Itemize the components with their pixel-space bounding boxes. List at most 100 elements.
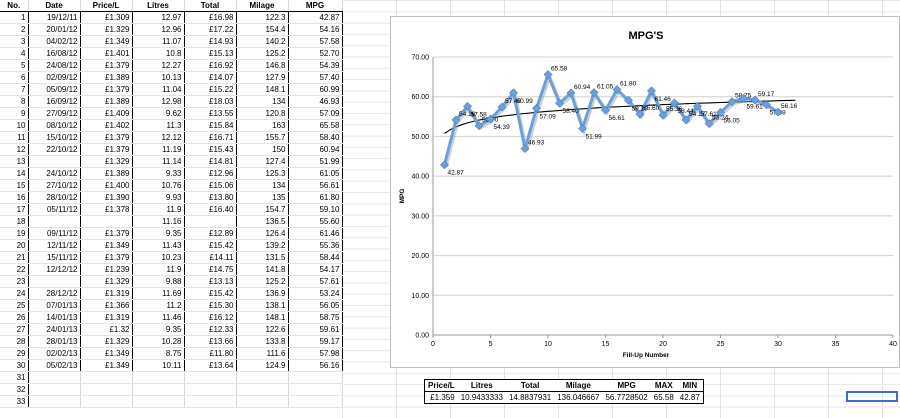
table-cell[interactable]: 12.27 bbox=[132, 59, 185, 72]
table-cell[interactable]: 12 bbox=[0, 143, 29, 156]
table-cell[interactable]: 14/01/13 bbox=[28, 311, 81, 324]
summary-header[interactable]: Price/L bbox=[424, 379, 458, 392]
table-cell[interactable]: 22 bbox=[0, 263, 29, 276]
table-cell[interactable]: 148.1 bbox=[236, 83, 289, 96]
summary-value[interactable]: £1.359 bbox=[430, 393, 455, 402]
table-cell[interactable]: 11.04 bbox=[132, 83, 185, 96]
table-cell[interactable]: £14.75 bbox=[184, 263, 237, 276]
table-cell[interactable]: 61.80 bbox=[288, 191, 343, 204]
table-cell[interactable]: 23 bbox=[0, 275, 29, 288]
table-cell[interactable] bbox=[184, 215, 237, 228]
summary-value[interactable]: 65.58 bbox=[653, 393, 674, 402]
table-cell[interactable]: £1.349 bbox=[80, 347, 133, 360]
table-cell[interactable]: £1.389 bbox=[80, 71, 133, 84]
table-cell[interactable]: 12.98 bbox=[132, 95, 185, 108]
table-cell[interactable]: £15.42 bbox=[184, 239, 237, 252]
table-cell[interactable]: £1.319 bbox=[80, 287, 133, 300]
table-cell[interactable]: 10.76 bbox=[132, 179, 185, 192]
table-cell[interactable]: 9.88 bbox=[132, 275, 185, 288]
table-cell[interactable]: 10.28 bbox=[132, 335, 185, 348]
table-cell[interactable]: 148.1 bbox=[236, 311, 289, 324]
table-cell[interactable]: 11.2 bbox=[132, 299, 185, 312]
table-cell[interactable]: £13.13 bbox=[184, 275, 237, 288]
table-cell[interactable]: 65.58 bbox=[288, 119, 343, 132]
table-cell[interactable]: 05/09/12 bbox=[28, 83, 81, 96]
table-cell[interactable]: 15/11/12 bbox=[28, 251, 81, 264]
table-cell[interactable]: £12.33 bbox=[184, 323, 237, 336]
table-cell[interactable]: 60.94 bbox=[288, 143, 343, 156]
table-cell[interactable]: £16.71 bbox=[184, 131, 237, 144]
table-cell[interactable] bbox=[184, 395, 237, 408]
table-cell[interactable]: 11.19 bbox=[132, 143, 185, 156]
summary-header[interactable]: MIN bbox=[676, 379, 704, 392]
table-cell[interactable]: 136.9 bbox=[236, 287, 289, 300]
table-cell[interactable]: 02/02/13 bbox=[28, 347, 81, 360]
table-cell[interactable]: 09/11/12 bbox=[28, 227, 81, 240]
table-cell[interactable]: 27/10/12 bbox=[28, 179, 81, 192]
table-cell[interactable]: 55.36 bbox=[288, 239, 343, 252]
table-cell[interactable]: 56.05 bbox=[288, 299, 343, 312]
table-cell[interactable]: 126.4 bbox=[236, 227, 289, 240]
table-cell[interactable]: £13.64 bbox=[184, 359, 237, 372]
table-cell[interactable] bbox=[184, 371, 237, 384]
column-header[interactable]: Date bbox=[28, 0, 81, 12]
table-cell[interactable] bbox=[28, 215, 81, 228]
table-cell[interactable]: £11.80 bbox=[184, 347, 237, 360]
table-cell[interactable]: 11.16 bbox=[132, 215, 185, 228]
table-cell[interactable]: 135 bbox=[236, 191, 289, 204]
summary-value[interactable]: 14.8837931 bbox=[508, 393, 552, 402]
table-cell[interactable]: 20/01/12 bbox=[28, 23, 81, 36]
column-header[interactable]: Total bbox=[184, 0, 237, 12]
table-cell[interactable]: £1.389 bbox=[80, 167, 133, 180]
table-cell[interactable]: 10.11 bbox=[132, 359, 185, 372]
table-cell[interactable]: 136.5 bbox=[236, 215, 289, 228]
table-cell[interactable]: 57.58 bbox=[288, 35, 343, 48]
table-cell[interactable]: £1.349 bbox=[80, 359, 133, 372]
table-cell[interactable]: 24/08/12 bbox=[28, 59, 81, 72]
table-cell[interactable]: 07/01/13 bbox=[28, 299, 81, 312]
table-cell[interactable]: 12.96 bbox=[132, 23, 185, 36]
table-cell[interactable]: £16.98 bbox=[184, 11, 237, 24]
table-cell[interactable] bbox=[28, 395, 81, 408]
summary-value[interactable]: 56.7728502 bbox=[605, 393, 648, 402]
table-cell[interactable]: 19 bbox=[0, 227, 29, 240]
table-cell[interactable]: £16.12 bbox=[184, 311, 237, 324]
column-header[interactable]: Litres bbox=[132, 0, 185, 12]
table-cell[interactable]: £1.390 bbox=[80, 191, 133, 204]
table-cell[interactable]: 55.60 bbox=[288, 215, 343, 228]
table-cell[interactable]: £12.89 bbox=[184, 227, 237, 240]
table-cell[interactable]: 127.4 bbox=[236, 155, 289, 168]
summary-value[interactable]: 42.87 bbox=[679, 393, 700, 402]
table-cell[interactable]: 11.43 bbox=[132, 239, 185, 252]
table-cell[interactable]: 155.7 bbox=[236, 131, 289, 144]
table-cell[interactable]: 08/10/12 bbox=[28, 119, 81, 132]
table-cell[interactable]: 24/01/13 bbox=[28, 323, 81, 336]
table-cell[interactable]: £15.06 bbox=[184, 179, 237, 192]
table-cell[interactable]: 26 bbox=[0, 311, 29, 324]
table-cell[interactable]: £14.81 bbox=[184, 155, 237, 168]
table-cell[interactable]: 24 bbox=[0, 287, 29, 300]
table-cell[interactable]: £15.84 bbox=[184, 119, 237, 132]
table-cell[interactable]: £1.329 bbox=[80, 335, 133, 348]
table-cell[interactable]: 8.75 bbox=[132, 347, 185, 360]
table-cell[interactable]: 3 bbox=[0, 35, 29, 48]
table-cell[interactable] bbox=[236, 371, 289, 384]
table-cell[interactable]: 11.46 bbox=[132, 311, 185, 324]
table-cell[interactable]: 12/11/12 bbox=[28, 239, 81, 252]
table-cell[interactable]: 125.2 bbox=[236, 47, 289, 60]
table-cell[interactable]: 16 bbox=[0, 191, 29, 204]
table-cell[interactable]: 57.61 bbox=[288, 275, 343, 288]
table-cell[interactable]: 51.99 bbox=[288, 155, 343, 168]
table-cell[interactable]: 14 bbox=[0, 167, 29, 180]
table-cell[interactable]: 9.93 bbox=[132, 191, 185, 204]
table-cell[interactable]: 15 bbox=[0, 179, 29, 192]
table-cell[interactable]: 12/12/12 bbox=[28, 263, 81, 276]
table-cell[interactable]: £1.239 bbox=[80, 263, 133, 276]
table-cell[interactable]: £1.379 bbox=[80, 251, 133, 264]
table-cell[interactable]: 125.2 bbox=[236, 275, 289, 288]
table-cell[interactable]: 21 bbox=[0, 251, 29, 264]
table-cell[interactable]: 154.4 bbox=[236, 23, 289, 36]
table-cell[interactable]: 5 bbox=[0, 59, 29, 72]
table-cell[interactable]: 31 bbox=[0, 371, 29, 384]
summary-header[interactable]: MAX bbox=[650, 379, 677, 392]
